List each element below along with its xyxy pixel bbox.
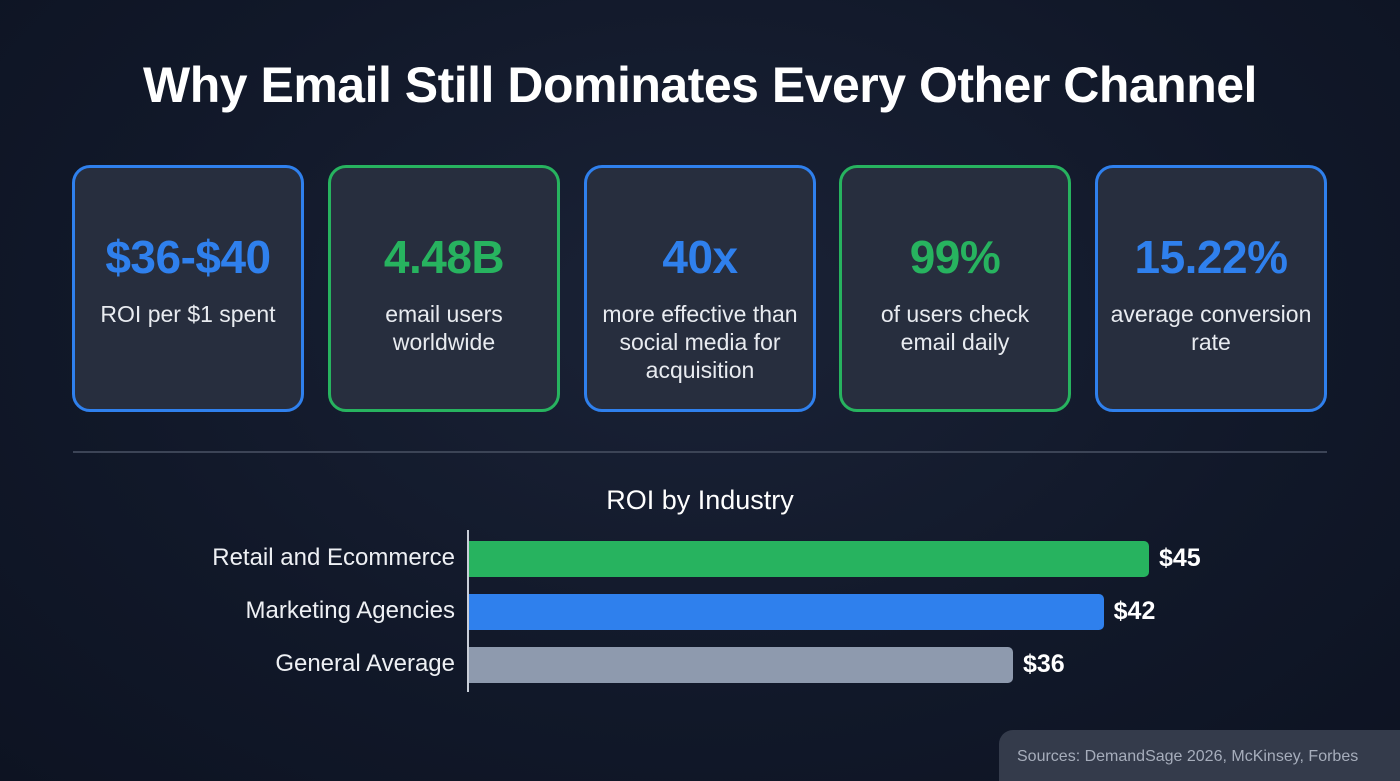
stat-label: email users worldwide — [385, 301, 503, 355]
stat-card: 4.48B email users worldwide — [328, 165, 560, 412]
page-title: Why Email Still Dominates Every Other Ch… — [143, 57, 1257, 113]
data-label: $36 — [1023, 650, 1065, 678]
stat-value: 4.48B — [383, 231, 505, 283]
stat-card: $36-$40 ROI per $1 spent — [72, 165, 304, 412]
sources-note: Sources: DemandSage 2026, McKinsey, Forb… — [999, 730, 1400, 781]
data-label: $42 — [1113, 597, 1156, 625]
chart-axis — [467, 530, 469, 692]
stat-card: 40x more effective than social media for… — [584, 165, 816, 412]
stat-label: average conversion rate — [1110, 301, 1312, 355]
divider — [73, 451, 1327, 453]
data-label: $45 — [1159, 544, 1201, 572]
chart-title: ROI by Industry — [606, 485, 794, 515]
stat-card: 99% of users check email daily — [839, 165, 1071, 412]
stat-label: of users check email daily — [880, 301, 1030, 355]
stat-value: $36-$40 — [105, 231, 271, 283]
stat-card: 15.22% average conversion rate — [1095, 165, 1327, 412]
stat-value: 99% — [909, 231, 1001, 283]
stat-label: ROI per $1 spent — [100, 301, 276, 327]
stat-label: more effective than social media for acq… — [602, 301, 798, 383]
category-label: Retail and Ecommerce — [212, 544, 455, 571]
stat-value: 40x — [662, 231, 738, 283]
bar — [469, 647, 1013, 683]
category-label: Marketing Agencies — [245, 597, 455, 624]
bar — [469, 541, 1149, 577]
category-label: General Average — [275, 650, 455, 677]
bar — [469, 594, 1104, 630]
stat-value: 15.22% — [1134, 231, 1288, 283]
